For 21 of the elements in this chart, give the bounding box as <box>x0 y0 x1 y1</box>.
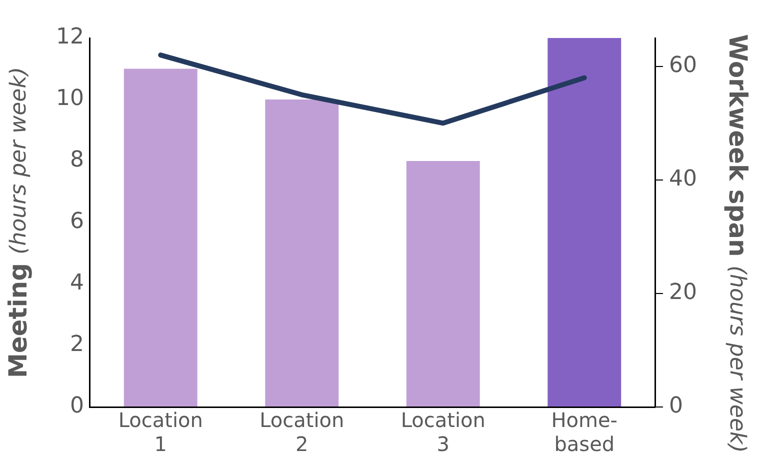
y-tick-label: 10 <box>56 86 84 112</box>
y-axis-title: Meeting (hours per week) <box>4 66 32 378</box>
y2-tick-label: 20 <box>669 280 698 306</box>
y-tick-label: 12 <box>56 24 84 50</box>
y-tick-label: 2 <box>70 332 84 358</box>
y2-axis-title: Workweek span (hours per week) <box>724 34 752 453</box>
y2-tick-label: 60 <box>669 53 698 78</box>
bar <box>548 38 622 406</box>
bar <box>265 100 339 406</box>
x-tick-label: Home-based <box>551 408 618 456</box>
bar <box>124 68 198 406</box>
y-tick-label: 4 <box>70 270 84 296</box>
x-tick-label: Location 3 <box>400 408 486 456</box>
x-tick-label: Location 2 <box>260 408 344 456</box>
y-tick-label: 8 <box>70 148 84 173</box>
y2-tick-label: 0 <box>669 394 684 419</box>
bar <box>406 161 480 406</box>
y-tick-label: 0 <box>70 394 84 419</box>
y2-tick-label: 40 <box>669 166 698 192</box>
x-tick-label: Location 1 <box>118 408 203 456</box>
y-tick-label: 6 <box>70 209 84 234</box>
